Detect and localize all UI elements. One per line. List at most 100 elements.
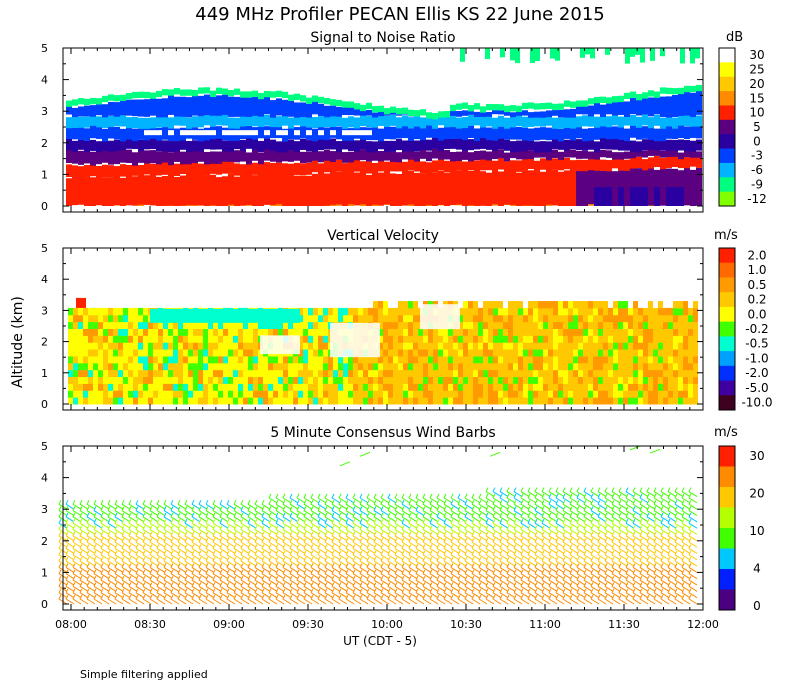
velocity-cell xyxy=(268,397,273,405)
velocity-cell xyxy=(348,307,353,316)
wind-barb-flag xyxy=(457,588,461,593)
wind-barb-flag xyxy=(443,537,447,543)
velocity-cell xyxy=(608,307,613,316)
velocity-cell xyxy=(378,314,383,323)
wind-barb-flag xyxy=(100,506,104,511)
velocity-cell xyxy=(123,342,128,350)
wind-barb xyxy=(513,592,523,599)
snr-cell xyxy=(318,139,324,151)
velocity-cell xyxy=(593,355,598,364)
wind-barb xyxy=(219,585,229,592)
wind-barb xyxy=(296,522,306,529)
wind-barb-flag xyxy=(331,512,335,518)
wind-barb xyxy=(387,522,397,529)
velocity-cell xyxy=(508,349,513,357)
velocity-cell xyxy=(643,383,648,391)
snr-cell xyxy=(666,156,672,168)
velocity-cell xyxy=(443,390,448,398)
wind-barb xyxy=(415,541,425,548)
snr-cell xyxy=(198,140,204,152)
wind-barb-flag xyxy=(296,575,300,581)
velocity-cell xyxy=(253,321,258,329)
wind-barb xyxy=(275,529,285,535)
wind-barb-flag xyxy=(233,556,237,562)
velocity-cell xyxy=(243,383,248,391)
velocity-cell xyxy=(658,383,663,391)
velocity-cell xyxy=(553,349,558,357)
velocity-cell xyxy=(473,321,478,329)
snr-cell xyxy=(228,173,234,205)
wind-barb-flag xyxy=(275,575,279,581)
wind-barb-flag xyxy=(317,512,321,518)
velocity-cell xyxy=(158,390,163,398)
velocity-cell xyxy=(218,397,223,405)
wind-barb xyxy=(128,522,138,529)
velocity-cell xyxy=(378,328,383,336)
velocity-cell xyxy=(523,362,528,371)
velocity-cell xyxy=(293,376,298,384)
snr-cell xyxy=(414,172,420,206)
wind-barb-flag xyxy=(212,518,216,524)
velocity-cell xyxy=(328,307,333,316)
wind-barb xyxy=(240,573,250,580)
wind-barb-flag xyxy=(338,525,342,530)
snr-cell xyxy=(432,148,438,159)
velocity-cell xyxy=(218,376,223,384)
wind-barb-flag xyxy=(457,575,461,581)
wind-barb-flag xyxy=(436,556,440,562)
wind-barb-flag xyxy=(142,569,146,574)
velocity-cell xyxy=(413,301,418,309)
wind-barb-flag xyxy=(254,512,258,518)
wind-barb xyxy=(240,529,250,535)
snr-cell xyxy=(666,126,672,139)
wind-barb xyxy=(485,497,495,504)
wind-barb xyxy=(310,541,320,548)
wind-barb-flag xyxy=(240,525,244,530)
wind-barb xyxy=(436,554,446,561)
wind-barb xyxy=(443,516,453,523)
velocity-cell xyxy=(463,383,468,391)
velocity-cell xyxy=(368,390,373,398)
velocity-cell xyxy=(603,335,608,343)
wind-barb xyxy=(163,510,173,516)
velocity-cell xyxy=(608,335,613,343)
wind-barb-flag xyxy=(478,550,482,555)
velocity-cell xyxy=(533,376,538,384)
velocity-cell xyxy=(593,362,598,371)
snr-cell xyxy=(642,96,648,115)
velocity-cell xyxy=(648,376,653,384)
snr-cell xyxy=(576,150,582,159)
snr-cell xyxy=(654,94,660,115)
velocity-cell xyxy=(528,383,533,391)
snr-cell xyxy=(680,48,685,64)
wind-barb xyxy=(170,535,180,542)
velocity-cell xyxy=(518,328,523,336)
velocity-cell xyxy=(583,355,588,364)
wind-barb-flag xyxy=(268,575,272,581)
wind-barb xyxy=(240,503,250,510)
wind-barb xyxy=(359,585,369,592)
wind-barb xyxy=(387,548,397,554)
snr-cell xyxy=(408,117,414,129)
velocity-cell xyxy=(453,383,458,391)
wind-barb-flag xyxy=(338,499,342,505)
wind-barb-flag xyxy=(156,499,160,505)
wind-barb-flag xyxy=(107,518,111,524)
velocity-cell xyxy=(268,362,273,371)
velocity-cell xyxy=(318,349,323,357)
wind-barb-flag xyxy=(212,594,216,600)
wind-barb xyxy=(324,516,334,523)
snr-cell xyxy=(636,116,642,128)
velocity-cell xyxy=(628,321,633,329)
snr-cell xyxy=(510,169,516,205)
wind-barb xyxy=(457,516,467,523)
wind-barb-flag xyxy=(429,563,433,568)
velocity-cell xyxy=(98,349,103,357)
velocity-cell xyxy=(488,321,493,329)
wind-barb-flag xyxy=(478,531,482,537)
velocity-cell xyxy=(78,321,83,329)
velocity-cell xyxy=(623,362,628,371)
velocity-cell xyxy=(313,335,318,343)
snr-cell xyxy=(408,140,414,152)
wind-barb-flag xyxy=(394,506,398,511)
